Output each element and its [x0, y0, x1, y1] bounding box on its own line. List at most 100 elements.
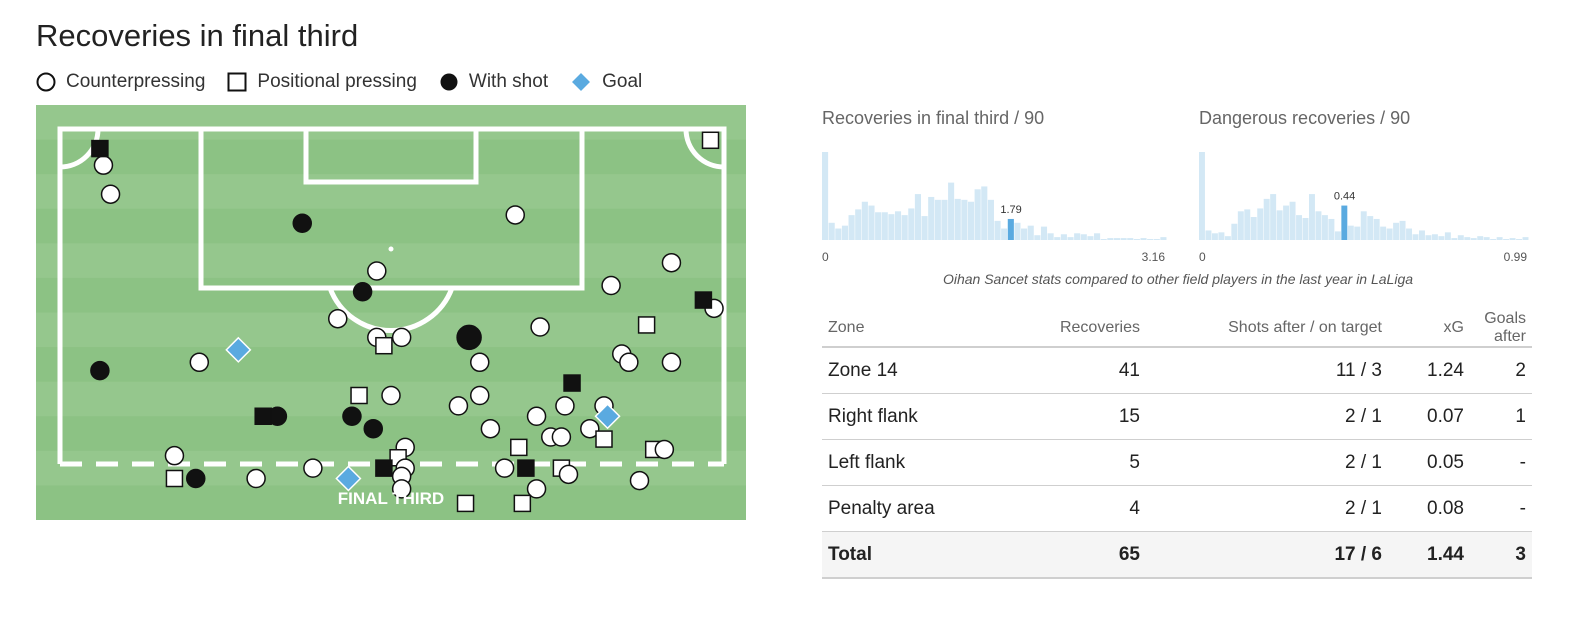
table-cell: 2 / 1: [1146, 439, 1388, 486]
hist-bar: [1425, 235, 1432, 240]
histogram-recoveries: 1.79 0 3.16: [822, 152, 1167, 264]
hist-bar: [1205, 230, 1212, 240]
hist-bar: [1147, 239, 1154, 240]
hist-bar: [888, 214, 895, 240]
counterpressing-marker: [555, 396, 575, 416]
hist-bar: [1483, 237, 1490, 240]
pitch-stripe: [36, 208, 746, 244]
positional-pressing-shot-marker: [563, 374, 581, 392]
hist-bar: [1113, 238, 1121, 240]
table-row: Left flank 5 2 / 1 0.05 -: [822, 439, 1532, 486]
hist-bar: [1516, 239, 1523, 240]
hist-bar: [1451, 238, 1458, 240]
hist-bar: [1360, 211, 1367, 240]
hist-bar: [881, 212, 888, 240]
hist-title-dangerous: Dangerous recoveries / 90: [1199, 108, 1411, 128]
table-cell: Penalty area: [822, 485, 994, 532]
legend-label: Goal: [602, 71, 643, 92]
hist-bar: [914, 194, 921, 240]
hist-bar: [954, 198, 961, 240]
hist-bar: [1153, 239, 1160, 240]
table-cell: Total: [822, 531, 994, 579]
hist-bar: [1218, 232, 1225, 240]
corner-arc-right: [683, 128, 725, 170]
counterpressing-marker: [526, 406, 547, 426]
counterpressing-marker: [303, 458, 323, 478]
pitch-stripes: [36, 105, 746, 520]
table-cell: 4: [994, 485, 1146, 532]
counterpressing-marker: [530, 317, 550, 337]
hist-bar: [948, 182, 955, 240]
column-header: Zone: [822, 310, 994, 348]
counterpressing-marker: [619, 352, 639, 373]
hist-bar: [835, 228, 842, 240]
zone-stats-table: Zone Recoveries Shots after / on target …: [822, 310, 1532, 579]
positional-pressing-shot-marker: [254, 407, 272, 425]
goal-marker: [225, 336, 252, 363]
hist-bar: [1034, 235, 1041, 240]
legend-item-counterpressing: Counterpressing: [36, 71, 205, 93]
table-cell: 0.05: [1388, 439, 1470, 486]
comparison-caption: Oihan Sancet stats compared to other fie…: [942, 271, 1414, 287]
counterpressing-shot-marker: [292, 213, 312, 234]
hist-tick-label: 3.16: [1142, 250, 1166, 264]
table-cell: 17 / 6: [1146, 531, 1388, 579]
counterpressing-marker: [526, 479, 547, 499]
hist-bar: [861, 201, 868, 240]
hist-bar: [1470, 238, 1477, 240]
table-cell: 15: [994, 393, 1146, 440]
hist-bar-highlight: [1341, 205, 1348, 240]
hist-bar: [848, 215, 855, 240]
penalty-spot: [388, 246, 394, 252]
column-header: xG: [1388, 310, 1470, 348]
counterpressing-marker: [100, 184, 121, 204]
counterpressing-marker: [391, 327, 412, 348]
hist-bar: [1289, 201, 1296, 240]
hist-bar: [1127, 238, 1134, 240]
counterpressing-marker: [494, 458, 515, 478]
hist-bar: [1250, 217, 1257, 240]
counterpressing-marker: [601, 275, 621, 296]
hist-bar: [987, 199, 994, 240]
pitch-outline: [57, 126, 727, 464]
counterpressing-marker: [558, 464, 579, 485]
diamond-icon: [570, 71, 593, 93]
hist-bar: [1047, 233, 1054, 240]
hist-bar: [974, 189, 981, 240]
positional-pressing-marker: [456, 494, 475, 513]
table-cell: 0.07: [1388, 393, 1470, 440]
hist-bar: [841, 225, 849, 240]
hist-bar: [1309, 194, 1315, 240]
hist-bar: [1419, 230, 1425, 240]
hist-bar: [1438, 236, 1445, 240]
hist-bar: [1315, 211, 1322, 240]
table-cell: 1: [1470, 393, 1532, 440]
hist-bar: [1244, 209, 1251, 240]
hist-bar: [1354, 226, 1361, 240]
table-row: Right flank 15 2 / 1 0.07 1: [822, 393, 1532, 440]
table-cell: 3: [1470, 531, 1532, 579]
counterpressing-marker: [470, 385, 490, 406]
hist-bar: [1014, 222, 1021, 240]
hist-bar: [1431, 234, 1438, 240]
counterpressing-marker: [391, 479, 412, 499]
counterpressing-marker: [367, 261, 387, 281]
counterpressing-marker: [480, 418, 501, 439]
hist-bar: [1412, 234, 1419, 240]
hist-title-recoveries: Recoveries in final third / 90: [822, 108, 1045, 128]
table-cell: 2: [1470, 347, 1532, 394]
hist-tick-label: 0: [822, 250, 829, 264]
hist-bar: [1107, 238, 1114, 240]
counterpressing-marker: [381, 385, 401, 406]
column-header: Recoveries: [994, 310, 1146, 348]
hist-bar: [1027, 225, 1034, 240]
hist-bar: [1211, 233, 1218, 240]
counterpressing-shot-marker: [456, 324, 482, 351]
hist-bar: [1367, 216, 1374, 240]
hist-bar: [1133, 239, 1140, 240]
counterpressing-marker: [629, 470, 650, 491]
hist-highlight-label: 1.79: [1000, 204, 1021, 216]
hist-bar: [1302, 218, 1309, 240]
page-title: Recoveries in final third: [36, 18, 359, 53]
table-cell: -: [1470, 439, 1532, 486]
